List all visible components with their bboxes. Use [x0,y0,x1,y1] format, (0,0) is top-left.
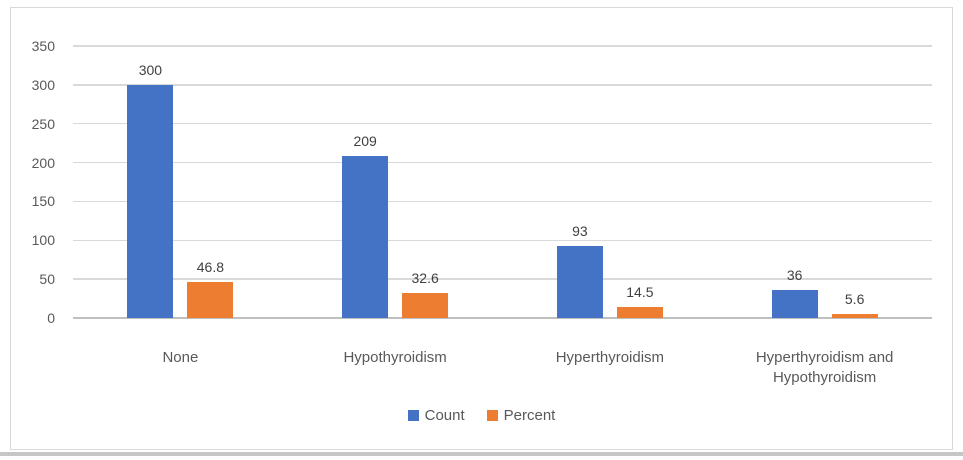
y-axis-tick: 0 [47,310,55,326]
gridline [73,239,932,242]
x-axis-line [73,317,932,319]
gridline [73,84,932,86]
y-axis-tick: 150 [31,193,55,210]
category-label-0: None [162,349,199,366]
legend-label-percent: Percent [503,406,556,424]
y-axis-tick: 200 [31,154,55,171]
data-label-count-2: 93 [572,222,588,239]
y-axis-tick: 250 [31,115,55,132]
data-label-count-0: 300 [138,61,163,78]
bar-count-1[interactable] [342,155,389,318]
legend-item-percent[interactable]: Percent [486,406,556,424]
chart-frame[interactable]: Count Percent 0 50 100 150 200 250 300 350 300 46.… [10,7,953,450]
y-axis-tick: 100 [31,232,55,249]
gridline [73,122,932,125]
bar-count-0[interactable] [127,84,174,318]
legend-swatch-percent [486,409,498,421]
data-label-percent-3: 5.6 [844,290,865,307]
category-label-1: Hypothyroidism [343,349,447,366]
bar-percent-1[interactable] [402,292,449,318]
bar-count-2[interactable] [556,245,603,318]
gridline [73,200,932,203]
legend-item-count[interactable]: Count [407,406,465,424]
window-bottom-edge [0,452,963,456]
bar-percent-0[interactable] [187,281,234,318]
bar-percent-2[interactable] [616,306,663,318]
legend-label-count: Count [424,406,465,424]
category-label-2: Hyperthyroidism [555,349,665,366]
y-axis-tick: 50 [39,271,55,288]
y-axis-tick: 350 [31,38,55,54]
legend-swatch-count [407,409,419,421]
data-label-percent-1: 32.6 [411,269,439,286]
y-axis-tick: 300 [31,76,55,93]
category-label-3: Hyperthyroidism and Hypothyroidism [755,349,894,386]
bar-percent-3[interactable] [831,313,878,318]
legend: Count Percent [11,405,952,425]
gridline [73,161,932,164]
data-label-percent-0: 46.8 [196,258,224,275]
bar-count-3[interactable] [771,290,818,318]
data-label-count-3: 36 [786,267,803,284]
data-label-count-1: 209 [353,132,377,149]
gridline [73,45,932,47]
data-label-percent-2: 14.5 [626,283,654,300]
gridline [73,278,932,280]
